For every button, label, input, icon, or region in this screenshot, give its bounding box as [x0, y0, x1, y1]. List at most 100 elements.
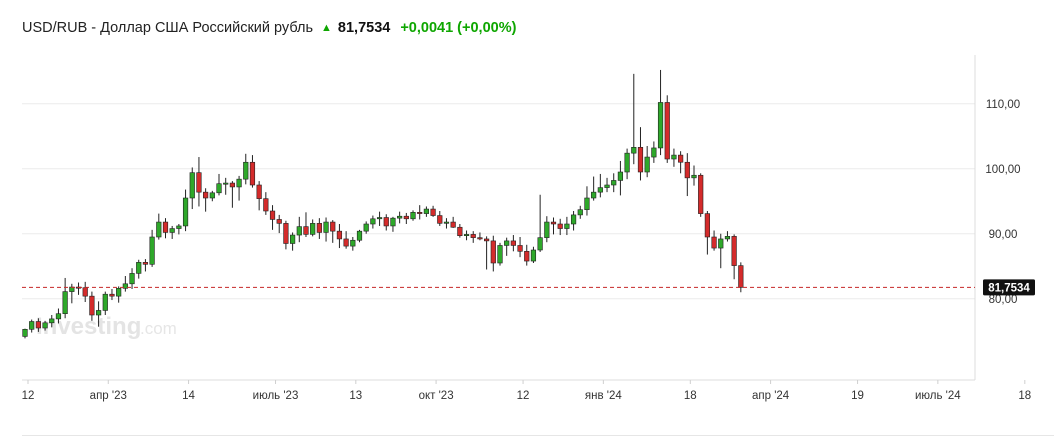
candle-body — [109, 293, 115, 297]
candle-body — [718, 238, 724, 249]
candle-body — [256, 184, 262, 199]
candle-body — [129, 273, 135, 285]
candle-body — [316, 223, 322, 233]
candle-body — [203, 191, 209, 199]
candle-body — [142, 262, 149, 265]
x-tick-label: апр '24 — [752, 390, 790, 402]
candle-body — [363, 223, 369, 232]
candle-body — [470, 234, 476, 238]
x-tick-label: 18 — [1018, 390, 1031, 402]
last-price: 81,7534 — [337, 20, 391, 36]
candle-body — [617, 171, 624, 181]
candle-body — [504, 240, 510, 246]
y-tick-label: 90,00 — [989, 229, 1018, 241]
candle-body — [457, 226, 463, 236]
candle-body — [336, 230, 343, 240]
last-price-label: 81,7534 — [988, 282, 1030, 294]
candle-body — [263, 198, 269, 212]
candle-body — [550, 221, 557, 225]
price-change: +0,0041 (+0,00%) — [400, 20, 517, 36]
candle-body — [216, 183, 222, 194]
candle-body — [397, 215, 403, 219]
candle-body — [484, 238, 490, 242]
x-tick-label: апр '23 — [90, 390, 127, 402]
candle-body — [116, 288, 122, 297]
candle-body — [149, 236, 155, 265]
candle-body — [637, 147, 644, 173]
candle-body — [651, 147, 657, 158]
bottom-toolbar-edge — [22, 435, 1054, 443]
instrument-title: USD/RUB - Доллар США Российский рубль — [22, 20, 314, 36]
quote-header: USD/RUB - Доллар США Российский рубль ▲ … — [22, 17, 516, 39]
candle-body — [671, 154, 677, 160]
candle-body — [42, 322, 48, 329]
candle-body — [303, 226, 309, 235]
candle-body — [176, 225, 182, 229]
candle-body — [29, 321, 35, 330]
candles — [22, 69, 744, 339]
candle-body — [724, 236, 731, 240]
candle-body — [356, 230, 363, 241]
candle-body — [376, 217, 383, 220]
x-tick-label: 14 — [182, 390, 195, 402]
candle-body — [410, 212, 416, 220]
candle-body — [711, 236, 717, 249]
candle-body — [704, 213, 710, 238]
candle-body — [156, 221, 162, 238]
candle-body — [296, 226, 302, 236]
candle-body — [557, 223, 563, 229]
candle-body — [644, 156, 650, 173]
candle-body — [437, 215, 443, 224]
candle-body — [678, 154, 684, 163]
candle-body — [597, 187, 603, 193]
candle-body — [604, 184, 610, 188]
candle-body — [591, 191, 597, 199]
candle-body — [223, 182, 229, 185]
candle-body — [370, 218, 376, 225]
candle-body — [517, 245, 523, 252]
investing-watermark: Investing .com — [36, 313, 177, 340]
candle-body — [631, 147, 637, 154]
candle-body — [189, 172, 195, 199]
candle-body — [490, 240, 496, 264]
candle-body — [450, 221, 456, 228]
last-price-label-box — [983, 279, 1035, 296]
x-tick-label: янв '24 — [585, 390, 622, 402]
candle-body — [403, 215, 409, 220]
candle-body — [537, 237, 543, 251]
candle-body — [196, 172, 202, 193]
candle-body — [55, 313, 62, 320]
candle-body — [664, 102, 670, 160]
candle-body — [350, 239, 356, 247]
candle-body — [35, 321, 41, 329]
candle-body — [390, 217, 396, 227]
candle-body — [684, 161, 690, 179]
candle-body — [22, 328, 28, 337]
candle-body — [657, 102, 664, 149]
candle-body — [524, 251, 530, 262]
candle-body — [182, 197, 189, 227]
candle-body — [162, 221, 169, 233]
x-tick-label: 12 — [517, 390, 530, 402]
candle-body — [276, 219, 282, 224]
candle-body — [584, 197, 590, 210]
candle-body — [310, 223, 316, 235]
candle-body — [443, 221, 450, 224]
candle-body — [544, 221, 550, 238]
candle-body — [477, 237, 483, 240]
candle-body — [423, 208, 430, 214]
y-tick-label: 110,00 — [986, 99, 1020, 111]
candle-body — [417, 212, 423, 214]
candle-body — [283, 223, 289, 244]
candle-body — [243, 161, 249, 180]
candle-body — [89, 295, 95, 316]
last-price-marker: 81,7534 — [22, 279, 1035, 296]
candle-body — [564, 223, 570, 229]
watermark-domain: .com — [140, 319, 177, 338]
candle-body — [463, 234, 470, 236]
candle-body — [249, 161, 256, 186]
candle-body — [102, 293, 108, 311]
candle-body — [122, 283, 128, 289]
candle-body — [343, 238, 349, 247]
